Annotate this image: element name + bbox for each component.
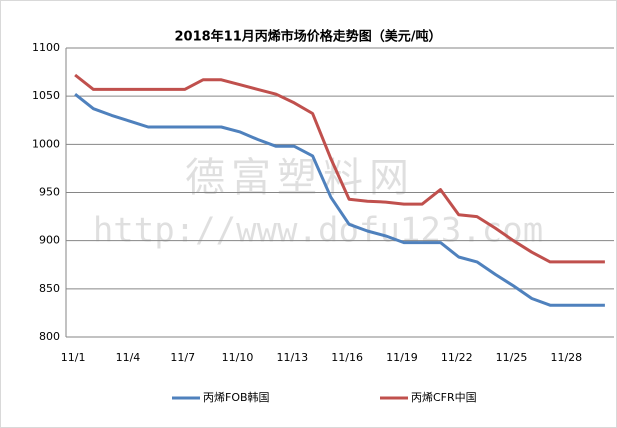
x-tick-label: 11/1 — [61, 351, 86, 364]
y-tick-label: 1000 — [32, 137, 60, 150]
x-tick-label: 11/16 — [331, 351, 363, 364]
x-tick-label: 11/22 — [441, 351, 473, 364]
legend-label: 丙烯FOB韩国 — [203, 390, 270, 404]
y-tick-label: 850 — [39, 282, 60, 295]
y-tick-label: 1050 — [32, 89, 60, 102]
series-line — [74, 73, 605, 264]
y-tick-label: 900 — [39, 234, 60, 247]
y-tick-label: 1100 — [32, 41, 60, 54]
x-tick-label: 11/4 — [116, 351, 141, 364]
x-tick-label: 11/7 — [170, 351, 195, 364]
x-tick-label: 11/10 — [222, 351, 254, 364]
watermark: 德富塑料网 — [185, 155, 415, 201]
chart-title: 2018年11月丙烯市场价格走势图（美元/吨） — [174, 29, 441, 45]
x-tick-label: 11/25 — [496, 351, 528, 364]
y-tick-label: 800 — [39, 330, 60, 343]
x-tick-label: 11/28 — [550, 351, 582, 364]
x-tick-label: 11/13 — [276, 351, 308, 364]
y-tick-label: 950 — [39, 186, 60, 199]
legend-label: 丙烯CFR中国 — [411, 391, 477, 404]
x-tick-label: 11/19 — [386, 351, 418, 364]
series-line — [74, 93, 605, 307]
